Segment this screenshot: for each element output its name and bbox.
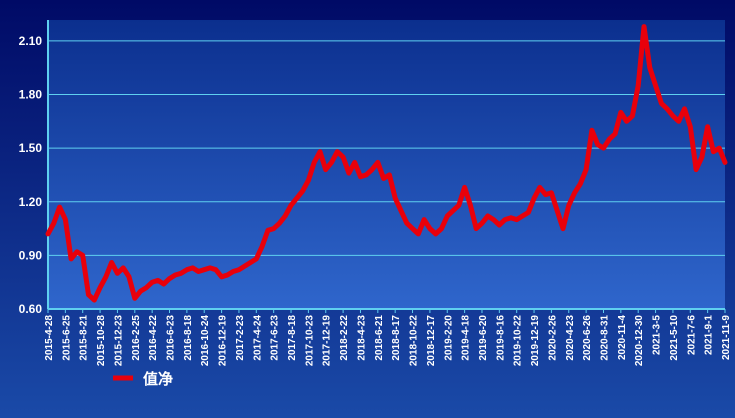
x-tick-label: 2017-4-24: [252, 315, 263, 361]
y-tick-label: 1.50: [19, 141, 43, 155]
x-tick-label: 2020-11-4: [617, 315, 628, 360]
y-tick-label: 2.10: [19, 34, 43, 48]
x-tick-label: 2015-8-21: [79, 315, 90, 361]
x-tick-label: 2015-10-28: [96, 315, 107, 367]
x-tick-label: 2016-6-23: [166, 315, 177, 361]
x-tick-label: 2015-6-25: [61, 315, 72, 361]
x-tick-label: 2016-4-22: [148, 315, 159, 361]
x-tick-label: 2017-2-23: [235, 315, 246, 361]
x-tick-label: 2017-12-19: [322, 315, 333, 367]
y-tick-label: 0.90: [19, 248, 43, 262]
x-tick-label: 2019-6-20: [478, 315, 489, 361]
legend-label: 值净: [143, 370, 173, 388]
x-tick-label: 2017-6-23: [270, 315, 281, 361]
x-tick-label: 2019-10-22: [513, 315, 524, 367]
x-tick-label: 2018-12-17: [426, 315, 437, 367]
y-tick-label: 1.20: [19, 195, 43, 209]
y-tick-label: 1.80: [19, 88, 43, 102]
x-tick-label: 2016-10-24: [200, 315, 211, 367]
x-tick-label: 2015-12-23: [113, 315, 124, 367]
x-tick-label: 2021-7-6: [686, 315, 697, 355]
x-tick-label: 2016-2-25: [131, 315, 142, 361]
x-tick-label: 2019-8-16: [495, 315, 506, 361]
x-tick-label: 2019-4-18: [461, 315, 472, 361]
series-line: [45, 24, 728, 303]
y-tick-label: 0.60: [19, 302, 43, 316]
x-tick-label: 2018-10-22: [409, 315, 420, 367]
x-tick-label: 2021-3-5: [652, 315, 663, 355]
x-tick-label: 2015-4-28: [44, 315, 55, 361]
x-tick-label: 2018-6-21: [374, 315, 385, 361]
x-tick-label: 2020-4-23: [565, 315, 576, 361]
x-tick-label: 2021-5-10: [669, 315, 680, 361]
x-tick-label: 2020-6-26: [582, 315, 593, 361]
x-tick-label: 2019-2-20: [443, 315, 454, 361]
x-tick-label: 2018-2-22: [339, 315, 350, 361]
x-tick-label: 2016-12-19: [218, 315, 229, 367]
x-tick-label: 2019-12-19: [530, 315, 541, 367]
x-tick-label: 2020-2-26: [547, 315, 558, 361]
plot-area: [48, 20, 725, 309]
x-tick-label: 2020-8-31: [599, 315, 610, 361]
x-tick-label: 2017-8-18: [287, 315, 298, 361]
x-tick-label: 2016-8-18: [183, 315, 194, 361]
x-tick-label: 2021-11-9: [721, 315, 732, 360]
x-tick-label: 2017-10-23: [304, 315, 315, 367]
x-tick-label: 2018-8-17: [391, 315, 402, 361]
x-tick-label: 2021-9-1: [704, 315, 715, 355]
x-tick-label: 2020-12-30: [634, 315, 645, 367]
x-tick-label: 2018-4-23: [356, 315, 367, 361]
